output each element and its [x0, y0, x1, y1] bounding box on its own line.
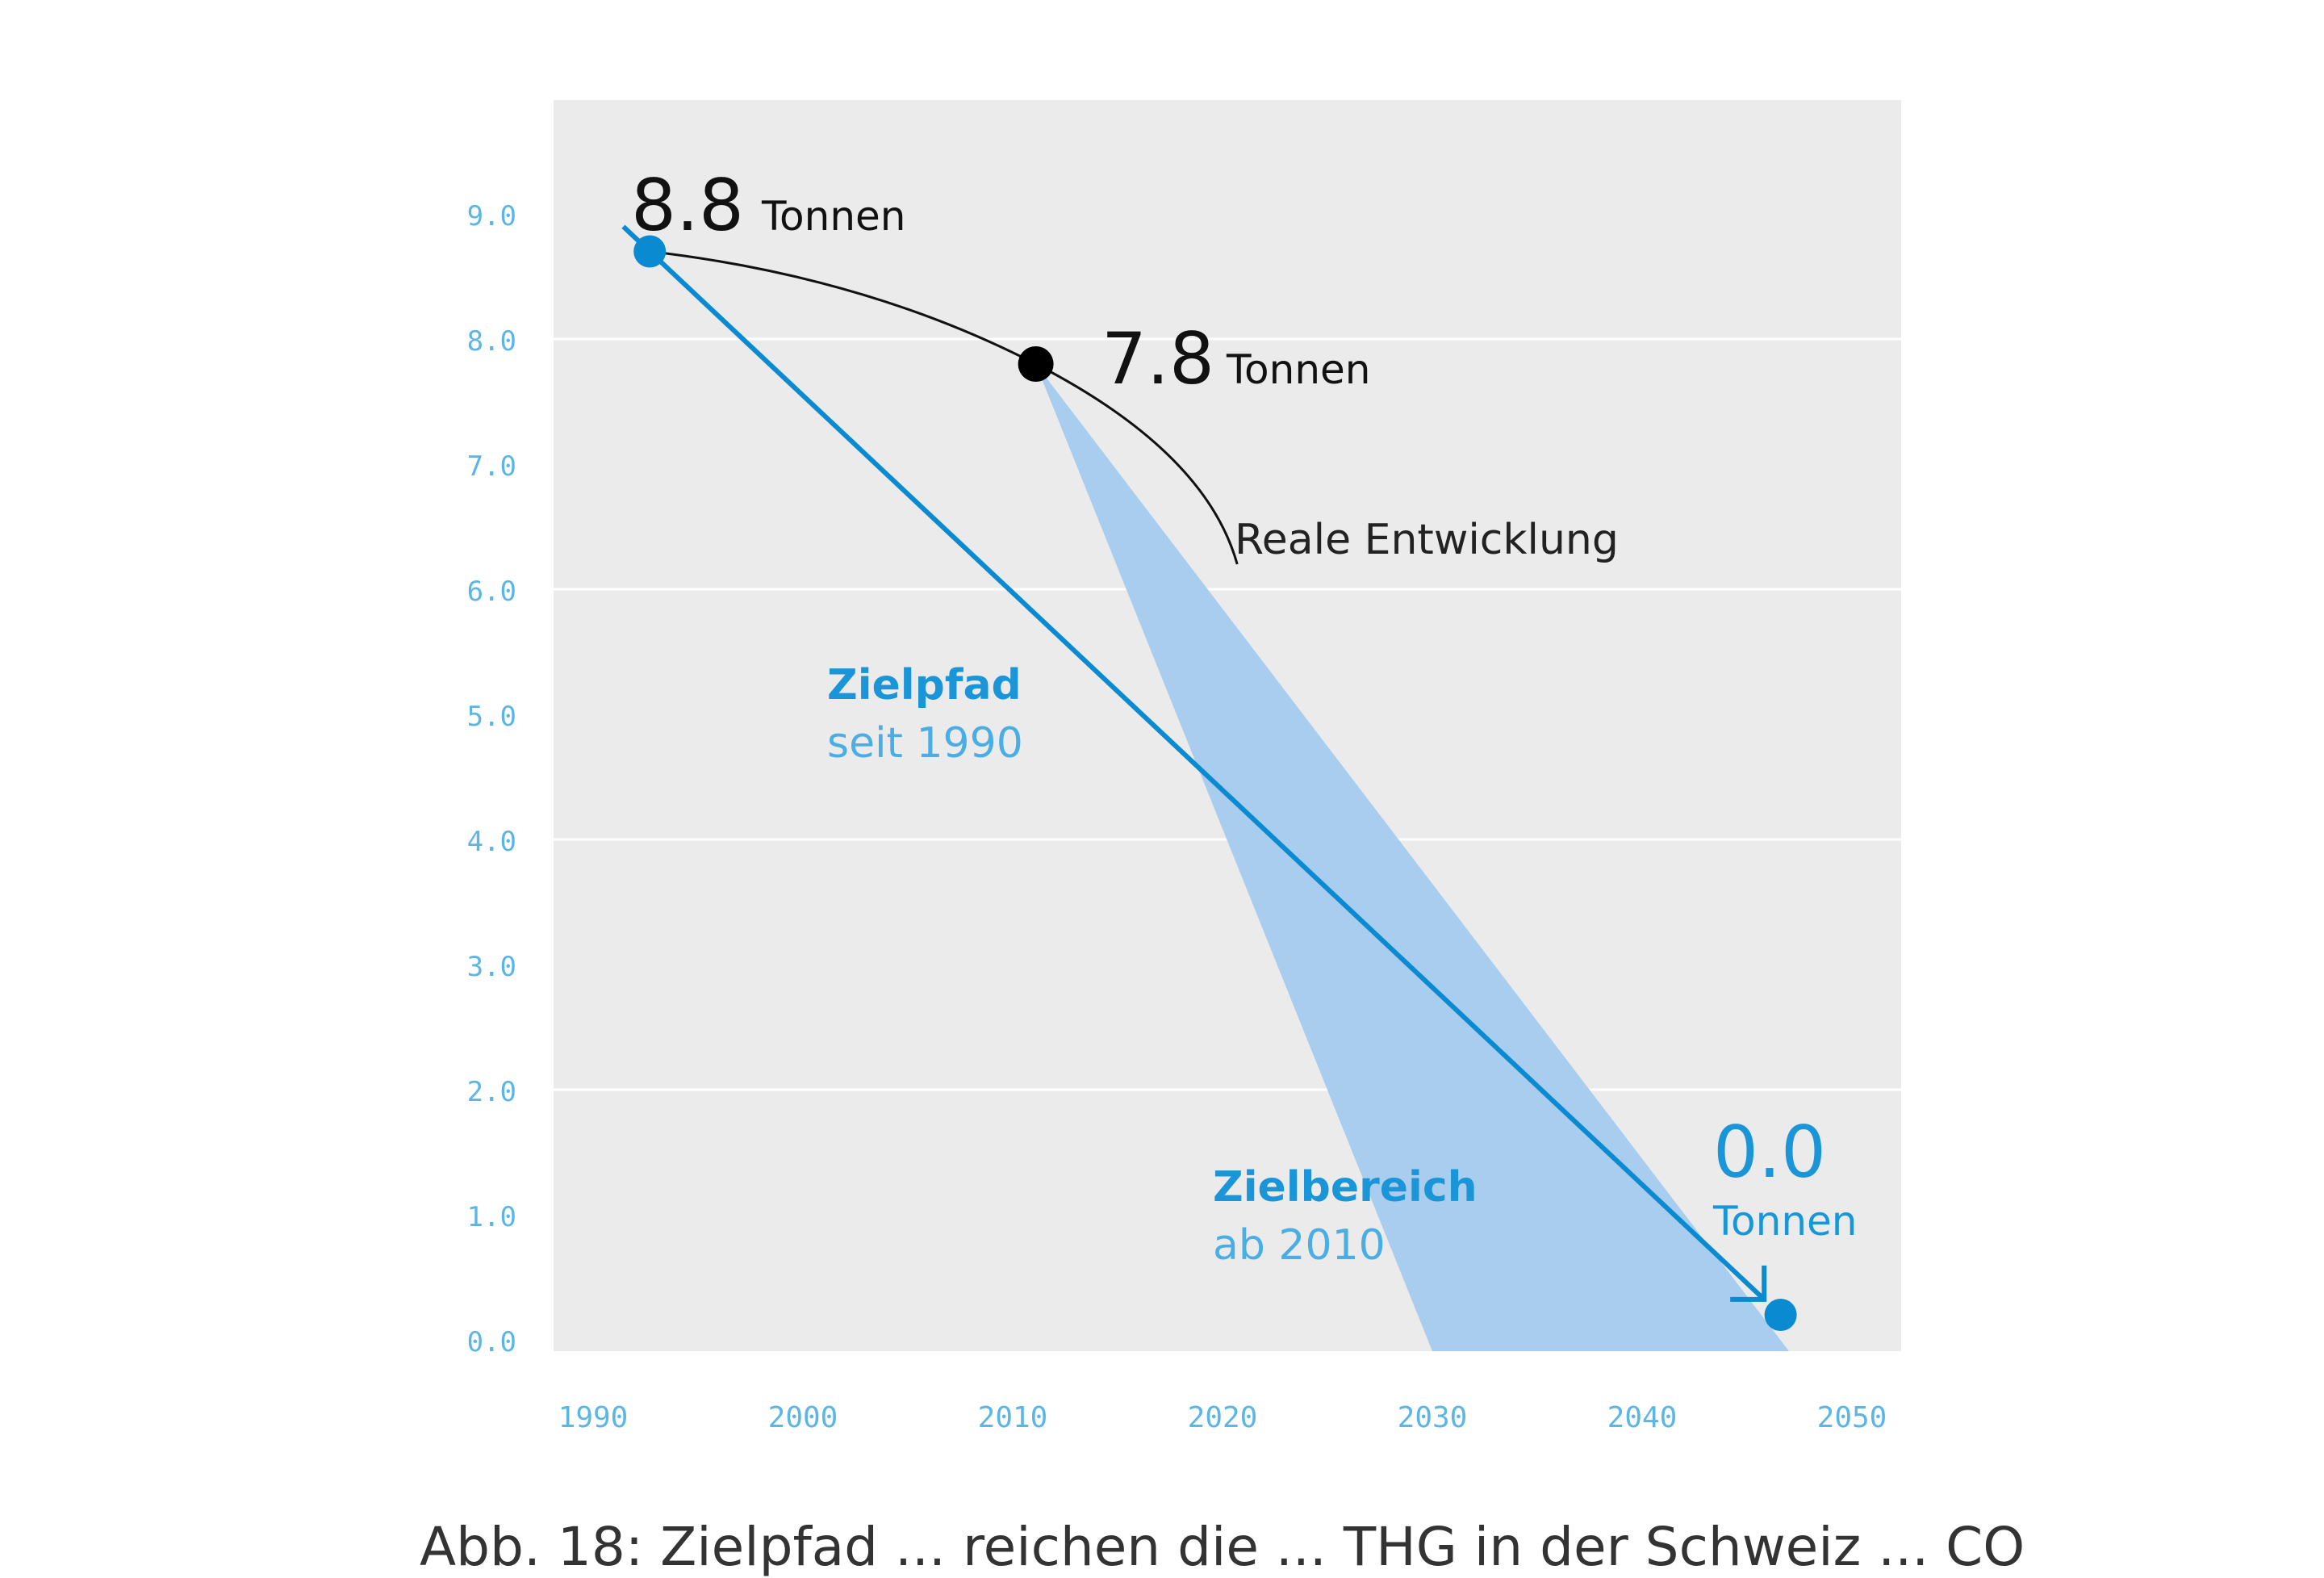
- annotation-start-value: 8.8: [631, 164, 744, 247]
- target-range-area: [1035, 364, 1789, 1351]
- x-tick-label: 2010: [978, 1401, 1048, 1434]
- y-tick-label: 2.0: [467, 1076, 516, 1108]
- y-tick-label: 0.0: [467, 1326, 516, 1358]
- target-range-label: Zielbereich: [1213, 1163, 1478, 1212]
- annotation-current-value: 7.8: [1101, 317, 1214, 400]
- x-tick-label: 1990: [558, 1401, 629, 1434]
- y-tick-label: 1.0: [467, 1201, 516, 1233]
- y-tick-label: 5.0: [467, 701, 516, 733]
- target-path-sublabel: seit 1990: [827, 719, 1023, 768]
- target-path-arrowhead: [1730, 1265, 1767, 1302]
- x-tick-label: 2030: [1398, 1401, 1468, 1434]
- y-tick-label: 7.0: [467, 450, 516, 483]
- y-tick-label: 8.0: [467, 325, 516, 358]
- x-tick-label: 2000: [768, 1401, 838, 1434]
- y-tick-label: 3.0: [467, 951, 516, 983]
- y-tick-label: 6.0: [467, 576, 516, 608]
- y-tick-label: 4.0: [467, 826, 516, 858]
- start-point-marker: [633, 235, 667, 268]
- annotation-end-value: 0.0: [1713, 1111, 1826, 1194]
- annotation-end-unit: Tonnen: [1712, 1198, 1857, 1245]
- end-point-marker: [1764, 1299, 1797, 1331]
- annotation-start-unit: Tonnen: [761, 193, 905, 240]
- real-development-label: Reale Entwicklung: [1235, 516, 1619, 564]
- current-point-marker: [1018, 346, 1054, 382]
- target-path-label: Zielpfad: [827, 661, 1022, 709]
- x-tick-label: 2050: [1817, 1401, 1887, 1434]
- annotation-current-unit: Tonnen: [1226, 346, 1370, 393]
- figure-caption: Abb. 18: Zielpfad ... reichen die ... TH…: [420, 1516, 2025, 1578]
- x-tick-label: 2020: [1188, 1401, 1258, 1434]
- target-path-line: [621, 224, 1766, 1302]
- target-range-sublabel: ab 2010: [1213, 1221, 1386, 1270]
- x-tick-label: 2040: [1607, 1401, 1678, 1434]
- y-tick-label: 9.0: [467, 200, 516, 232]
